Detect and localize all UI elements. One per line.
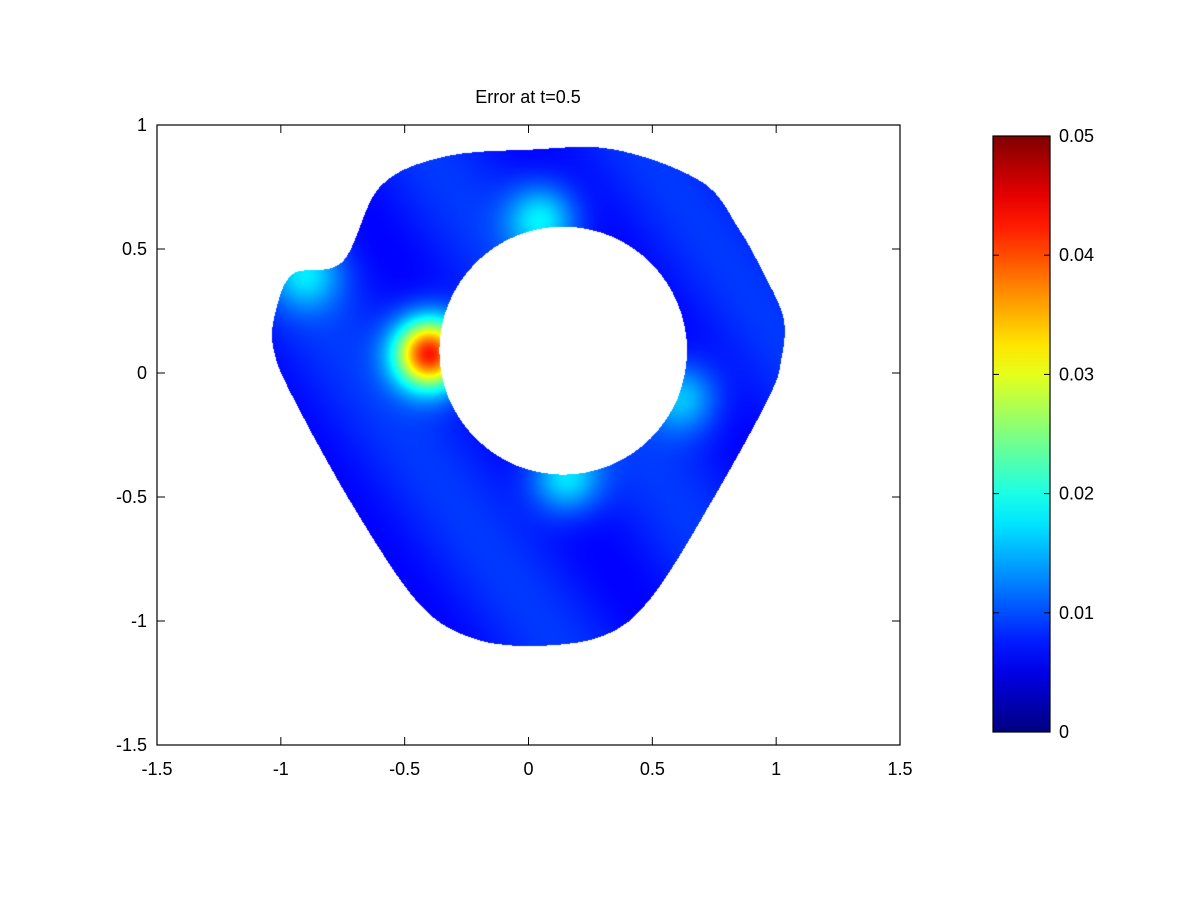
colorbar-tick-label: 0 <box>1059 722 1069 742</box>
y-tick-label: 0 <box>137 363 147 383</box>
colorbar-tick-label: 0.02 <box>1059 484 1094 504</box>
colorbar: 0 0.01 0.02 0.03 0.04 0.05 <box>992 126 1094 742</box>
y-tick-label: -0.5 <box>116 487 147 507</box>
chart-title: Error at t=0.5 <box>475 87 581 107</box>
x-tick-label: -1.5 <box>141 759 172 779</box>
colorbar-tick-label: 0.04 <box>1059 245 1094 265</box>
colorbar-tick-label: 0.05 <box>1059 126 1094 146</box>
x-tick-label: 1.5 <box>887 759 912 779</box>
x-tick-label: -1 <box>273 759 289 779</box>
error-heatmap <box>157 125 900 745</box>
colorbar-tick-label: 0.01 <box>1059 603 1094 623</box>
y-tick-label: -1.5 <box>116 735 147 755</box>
x-tick-label: -0.5 <box>389 759 420 779</box>
x-axis: -1.5 -1 -0.5 0 0.5 1 1.5 <box>141 125 913 779</box>
y-tick-label: 1 <box>137 115 147 135</box>
colorbar-ticks: 0 0.01 0.02 0.03 0.04 0.05 <box>993 126 1094 742</box>
colorbar-tick-label: 0.03 <box>1059 364 1094 384</box>
x-tick-label: 0.5 <box>640 759 665 779</box>
plot-area <box>157 125 900 745</box>
y-axis: 1 0.5 0 -0.5 -1 -1.5 <box>116 115 900 755</box>
y-tick-label: -1 <box>131 611 147 631</box>
x-tick-label: 0 <box>523 759 533 779</box>
colorbar-bar <box>992 135 1051 733</box>
x-tick-label: 1 <box>771 759 781 779</box>
y-tick-label: 0.5 <box>122 239 147 259</box>
